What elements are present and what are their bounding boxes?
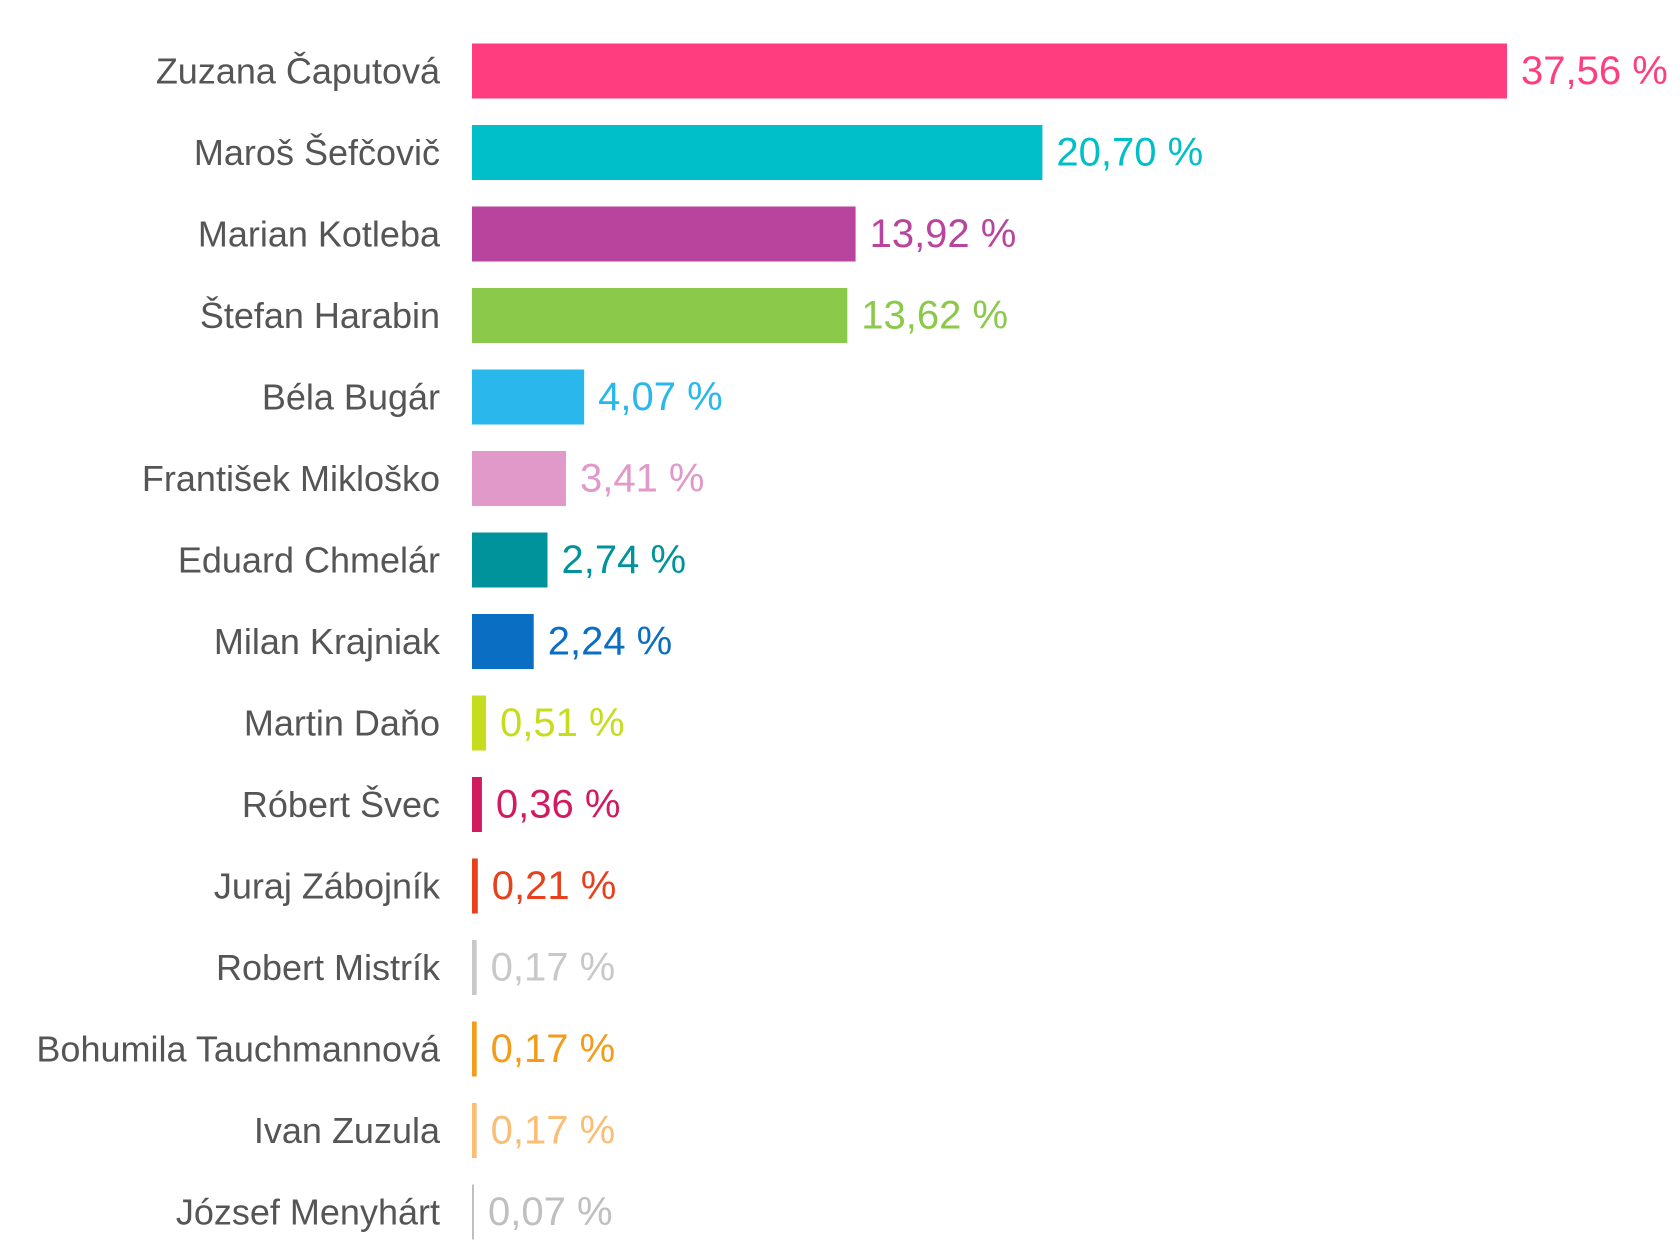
bar xyxy=(472,1021,477,1077)
bar xyxy=(472,695,487,751)
bar xyxy=(472,288,848,343)
category-label: Zuzana Čaputová xyxy=(156,51,441,92)
category-label: František Mikloško xyxy=(142,458,440,499)
bar xyxy=(472,1103,477,1158)
value-label: 3,41 % xyxy=(580,457,705,501)
value-label: 0,07 % xyxy=(488,1190,613,1234)
value-label: 0,36 % xyxy=(496,783,621,827)
category-label: Robert Mistrík xyxy=(216,947,441,988)
value-label: 13,92 % xyxy=(870,212,1017,256)
bar xyxy=(472,1184,474,1240)
bar xyxy=(472,369,585,425)
value-label: 0,17 % xyxy=(491,1109,616,1153)
value-label: 0,17 % xyxy=(491,946,616,990)
category-label: Eduard Chmelár xyxy=(178,540,440,581)
bar xyxy=(472,125,1043,180)
value-label: 0,51 % xyxy=(500,701,625,745)
bar xyxy=(472,777,482,832)
value-label: 37,56 % xyxy=(1521,49,1668,93)
category-label: Juraj Zábojník xyxy=(214,866,441,907)
category-label: Bohumila Tauchmannová xyxy=(36,1029,441,1070)
category-label: Ivan Zuzula xyxy=(254,1110,441,1151)
category-label: Maroš Šefčovič xyxy=(194,132,440,173)
value-label: 13,62 % xyxy=(861,294,1008,338)
category-label: Štefan Harabin xyxy=(200,295,440,336)
value-label: 4,07 % xyxy=(598,375,723,419)
value-label: 20,70 % xyxy=(1056,131,1203,175)
bar xyxy=(472,858,478,914)
category-label: Marian Kotleba xyxy=(198,214,441,255)
value-label: 0,17 % xyxy=(491,1027,616,1071)
bar xyxy=(472,940,477,995)
bar xyxy=(472,43,1507,99)
category-label: Milan Krajniak xyxy=(214,621,441,662)
category-label: József Menyhárt xyxy=(176,1192,440,1233)
value-label: 0,21 % xyxy=(492,864,617,908)
category-label: Róbert Švec xyxy=(242,784,440,825)
bar xyxy=(472,206,856,262)
bar xyxy=(472,614,534,669)
value-label: 2,24 % xyxy=(548,620,673,664)
bar xyxy=(472,451,566,506)
category-label: Béla Bugár xyxy=(262,377,440,418)
bar xyxy=(472,532,548,588)
value-label: 2,74 % xyxy=(562,538,687,582)
category-label: Martin Daňo xyxy=(244,703,440,744)
